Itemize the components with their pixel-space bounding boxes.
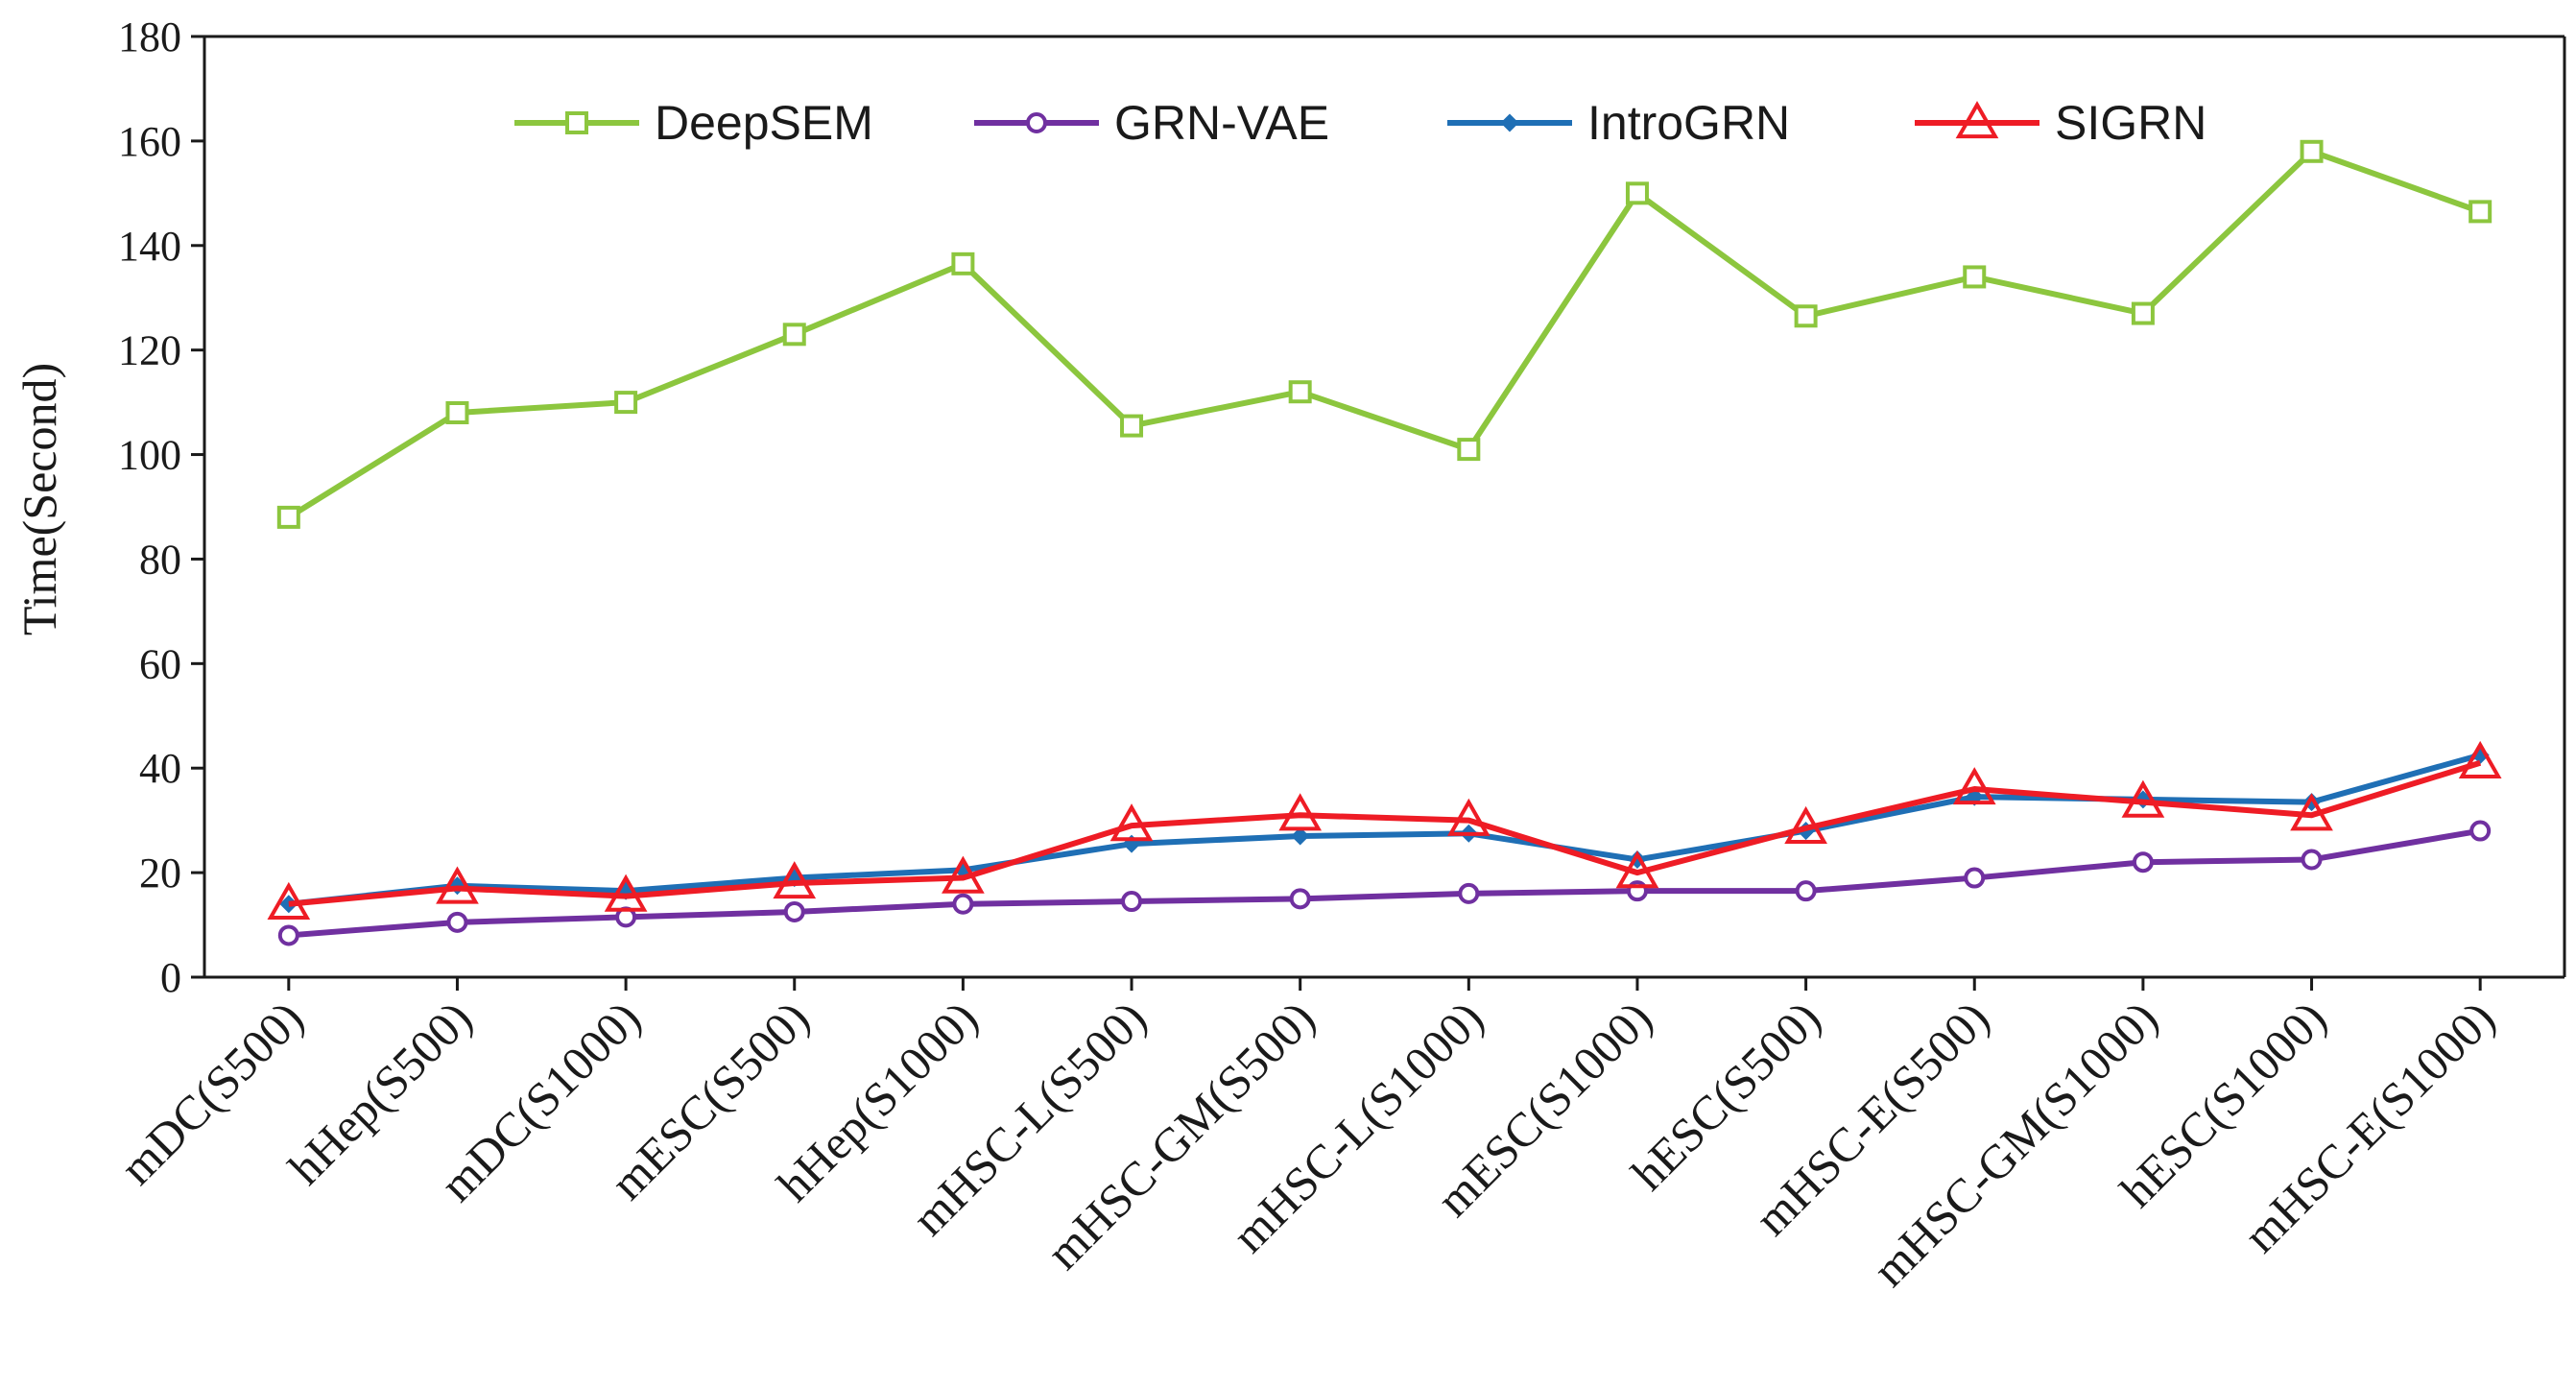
series-layer — [267, 139, 2502, 946]
data-point-marker — [1291, 826, 1310, 846]
series-deepsem — [276, 139, 2493, 529]
legend-item-deepsem: DeepSEM — [514, 96, 873, 150]
data-point-marker — [1963, 265, 1987, 289]
y-tick-label: 180 — [118, 13, 181, 60]
data-point-marker — [1615, 850, 1659, 889]
data-point-marker — [2301, 849, 2323, 871]
x-tick-label: mDC(S500) — [109, 991, 313, 1194]
data-point-marker — [1288, 380, 1312, 404]
data-point-marker — [2469, 200, 2493, 224]
data-point-marker — [1625, 181, 1649, 205]
data-point-marker — [446, 911, 468, 933]
series-grn-vae — [277, 820, 2492, 946]
data-point-marker — [267, 881, 311, 920]
series-line — [288, 759, 2482, 907]
data-point-marker — [782, 323, 806, 347]
series-line — [287, 148, 2482, 520]
data-point-marker — [1952, 767, 1996, 805]
series-line — [288, 827, 2481, 939]
y-tick-label: 60 — [139, 640, 181, 687]
data-point-marker — [1500, 113, 1519, 132]
data-point-marker — [614, 391, 638, 415]
legend-label: IntroGRN — [1587, 96, 1790, 150]
x-tick-label: mHSC-GM(S1000) — [1862, 991, 2168, 1297]
data-point-marker — [1458, 882, 1480, 904]
data-point-marker — [1121, 891, 1143, 913]
data-point-marker — [1026, 112, 1047, 133]
legend-label: DeepSEM — [655, 96, 873, 150]
y-tick-label: 20 — [139, 850, 181, 897]
data-point-marker — [2121, 779, 2165, 818]
y-axis-title: Time(Second) — [12, 363, 66, 635]
y-tick-label: 160 — [118, 118, 181, 165]
data-point-marker — [783, 900, 805, 922]
data-point-marker — [2458, 740, 2502, 778]
data-point-marker — [1955, 101, 1999, 139]
data-point-marker — [1457, 438, 1481, 462]
data-point-marker — [1784, 805, 1827, 845]
legend-item-grn-vae: GRN-VAE — [974, 96, 1329, 150]
series-introgrn — [279, 746, 2490, 914]
data-point-marker — [1289, 888, 1311, 910]
legend-item-introgrn: IntroGRN — [1447, 96, 1790, 150]
data-point-marker — [445, 401, 469, 424]
data-point-marker — [436, 866, 479, 904]
data-point-marker — [1795, 880, 1817, 902]
data-point-marker — [2131, 301, 2155, 325]
data-point-marker — [2290, 793, 2333, 831]
data-point-marker — [1109, 803, 1154, 842]
data-point-marker — [565, 111, 588, 134]
data-point-marker — [773, 861, 817, 899]
legend-label: SIGRN — [2055, 96, 2206, 150]
data-point-marker — [1794, 304, 1818, 328]
y-tick-label: 140 — [118, 223, 181, 270]
axes: 020406080100120140160180mDC(S500)hHep(S5… — [109, 13, 2566, 1297]
y-tick-label: 120 — [118, 327, 181, 374]
data-point-marker — [1446, 798, 1491, 836]
data-point-marker — [1964, 867, 1986, 889]
legend-item-sigrn: SIGRN — [1915, 96, 2206, 150]
legend-label: GRN-VAE — [1114, 96, 1329, 150]
y-tick-label: 100 — [118, 432, 181, 479]
data-point-marker — [952, 893, 974, 915]
legend: DeepSEM GRN-VAE IntroGRN SIGRN — [514, 96, 2206, 150]
data-point-marker — [2132, 851, 2154, 873]
data-point-marker — [604, 873, 648, 912]
data-point-marker — [1278, 793, 1323, 831]
data-point-marker — [951, 251, 975, 275]
data-point-marker — [1120, 414, 1144, 438]
series-sigrn — [267, 740, 2502, 920]
data-point-marker — [2469, 820, 2492, 842]
y-tick-label: 40 — [139, 745, 181, 792]
data-point-marker — [277, 924, 299, 946]
series-line — [288, 752, 2481, 907]
data-point-marker — [2300, 139, 2324, 163]
y-tick-label: 80 — [139, 536, 181, 583]
data-point-marker — [942, 855, 985, 894]
y-tick-label: 0 — [160, 954, 181, 1001]
data-point-marker — [276, 505, 300, 529]
